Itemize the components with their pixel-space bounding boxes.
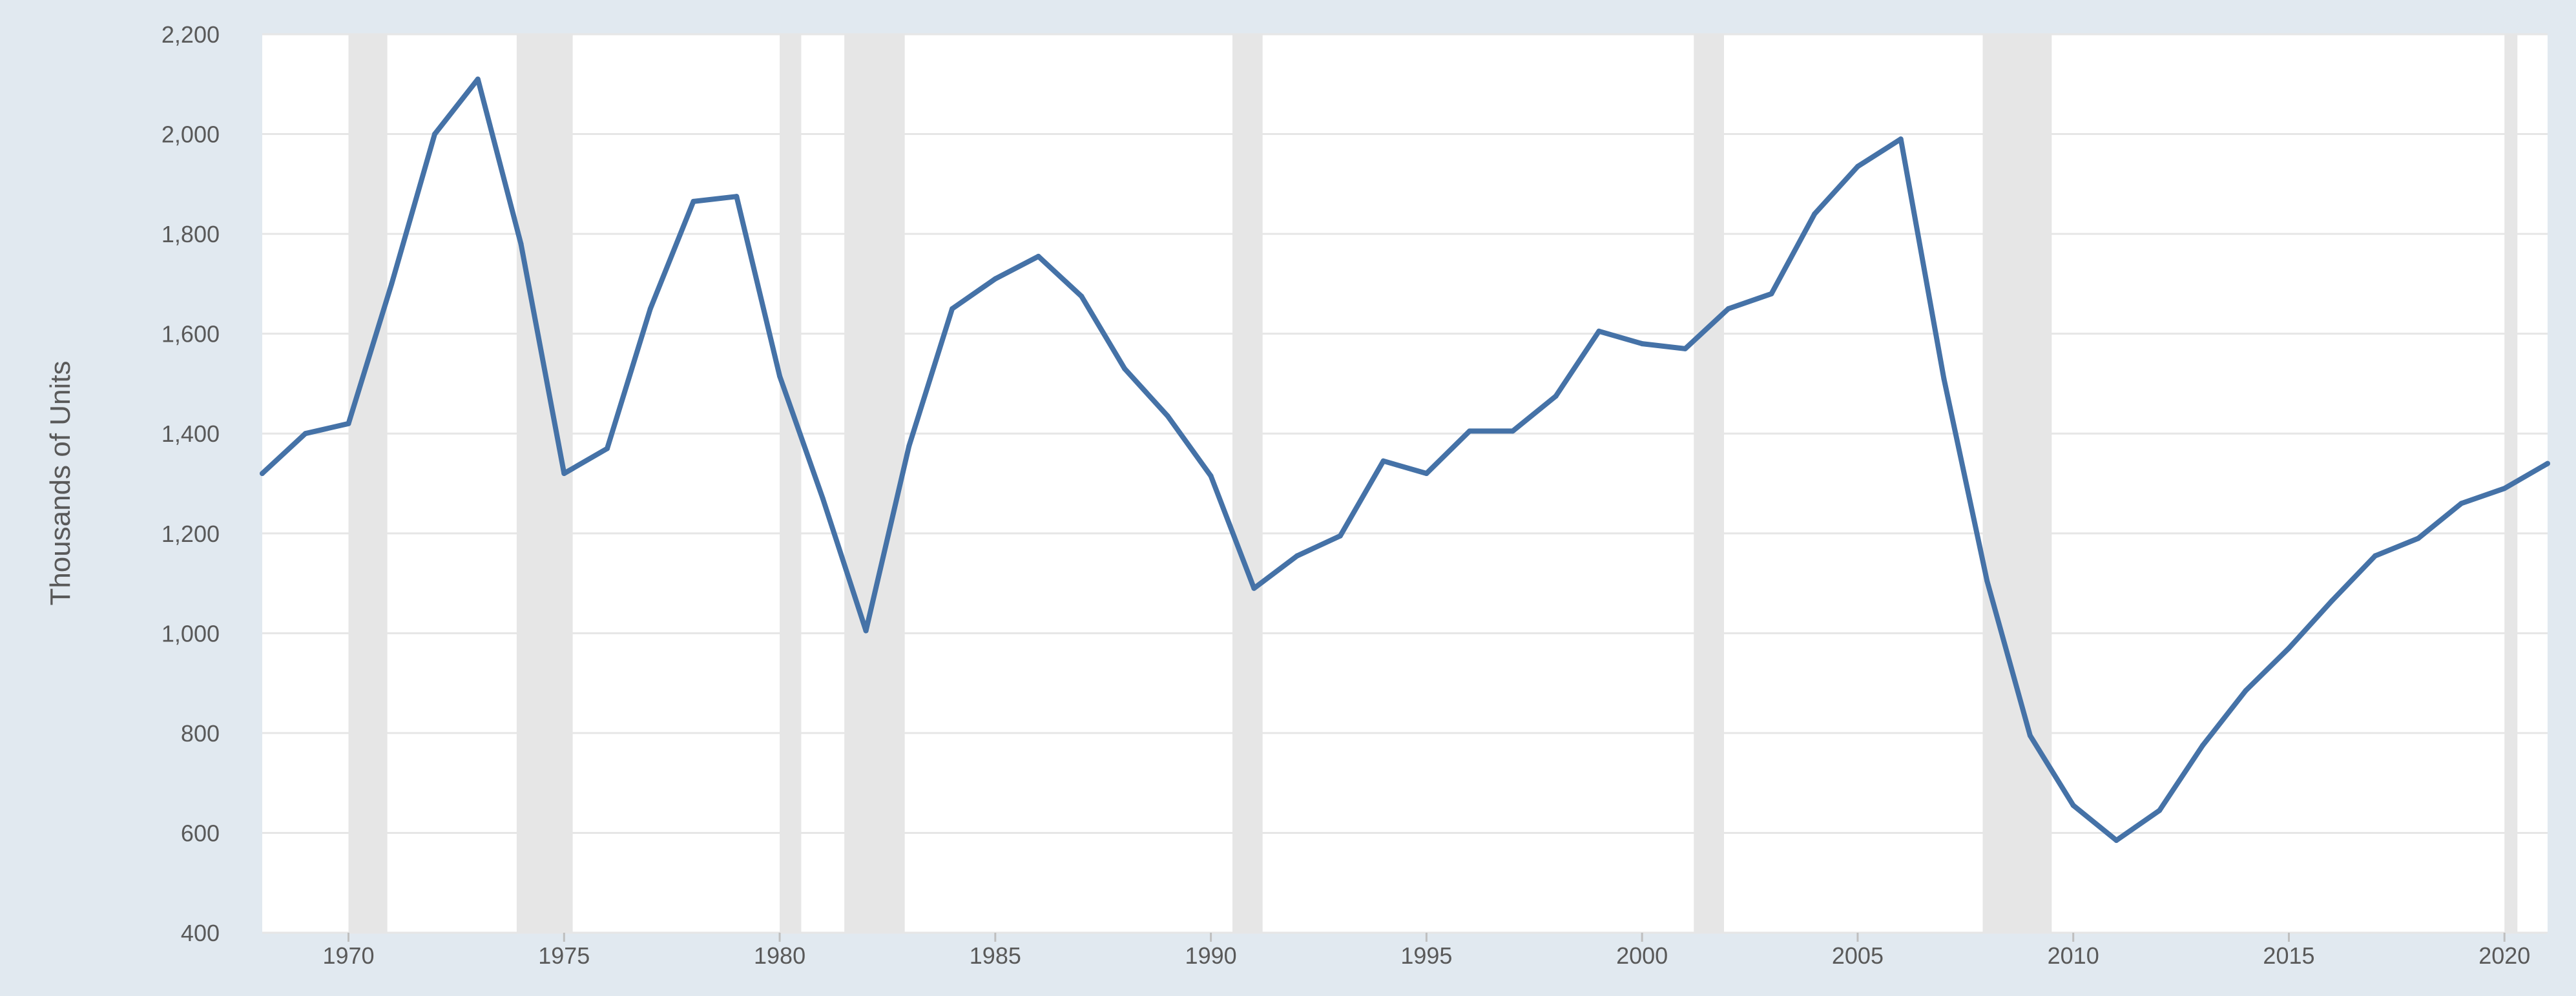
data-point bbox=[734, 194, 740, 200]
data-point bbox=[1639, 341, 1645, 347]
data-point bbox=[260, 471, 265, 477]
data-point bbox=[2157, 807, 2163, 813]
data-point bbox=[1165, 413, 1170, 419]
data-point bbox=[906, 443, 912, 449]
x-tick-label: 1980 bbox=[754, 942, 805, 969]
recession-band bbox=[1982, 34, 2052, 933]
x-tick-label: 1985 bbox=[970, 942, 1021, 969]
data-point bbox=[2243, 688, 2249, 694]
recession-bands bbox=[348, 34, 2518, 933]
data-point bbox=[346, 420, 351, 426]
y-tick-label: 2,000 bbox=[161, 121, 220, 148]
data-point bbox=[475, 76, 481, 82]
data-point bbox=[302, 431, 308, 437]
data-point bbox=[1854, 163, 1860, 169]
x-tick-label: 1975 bbox=[538, 942, 590, 969]
data-point bbox=[691, 198, 696, 204]
data-point bbox=[1294, 553, 1300, 559]
data-point bbox=[2502, 486, 2508, 492]
data-point bbox=[950, 306, 955, 312]
data-point bbox=[1682, 346, 1688, 351]
data-point bbox=[1380, 458, 1386, 464]
x-tick-label: 2005 bbox=[1832, 942, 1884, 969]
y-tick-label: 600 bbox=[181, 820, 220, 846]
data-point bbox=[1596, 328, 1602, 334]
data-point bbox=[518, 241, 524, 247]
data-point bbox=[1510, 428, 1515, 434]
data-point bbox=[2372, 553, 2378, 559]
data-point bbox=[1424, 471, 1429, 477]
y-tick-label: 1,800 bbox=[161, 221, 220, 247]
recession-band bbox=[844, 34, 905, 933]
data-point bbox=[389, 281, 395, 287]
recession-band bbox=[780, 34, 802, 933]
y-tick-label: 800 bbox=[181, 720, 220, 747]
data-point bbox=[2458, 501, 2464, 506]
data-point bbox=[1467, 428, 1473, 434]
data-point bbox=[1208, 473, 1214, 479]
data-point bbox=[2070, 802, 2076, 808]
data-point bbox=[1251, 585, 1257, 591]
data-point bbox=[1941, 376, 1947, 382]
y-axis-title: Thousands of Units bbox=[45, 360, 76, 605]
data-point bbox=[2114, 838, 2119, 844]
series-line bbox=[260, 76, 2550, 843]
recession-band bbox=[1694, 34, 1724, 933]
x-tick-label: 2015 bbox=[2263, 942, 2314, 969]
y-tick-label: 1,600 bbox=[161, 321, 220, 348]
y-tick-label: 2,200 bbox=[161, 21, 220, 48]
data-point bbox=[432, 131, 438, 137]
y-axis: 400 600 800 1,000 1,200 1,400 1,600 1,800 2,000 2… bbox=[161, 21, 220, 946]
y-tick-label: 400 bbox=[181, 920, 220, 946]
recession-band bbox=[516, 34, 573, 933]
data-point bbox=[1553, 393, 1559, 399]
data-point bbox=[2545, 461, 2550, 466]
data-point bbox=[863, 628, 869, 634]
data-point bbox=[820, 495, 826, 501]
y-tick-label: 1,400 bbox=[161, 420, 220, 447]
data-point bbox=[1122, 366, 1128, 371]
x-axis: 1970 1975 1980 1985 1990 1995 2000 2005 2010 2015… bbox=[322, 933, 2530, 969]
y-tick-label: 1,000 bbox=[161, 620, 220, 647]
series-layer bbox=[260, 76, 2550, 844]
data-point bbox=[1812, 211, 1818, 217]
data-point bbox=[647, 306, 653, 312]
x-tick-label: 2020 bbox=[2478, 942, 2530, 969]
data-point bbox=[1984, 578, 1990, 584]
x-tick-label: 1995 bbox=[1400, 942, 1452, 969]
recession-band bbox=[1232, 34, 1263, 933]
data-point bbox=[2415, 535, 2421, 541]
data-point bbox=[605, 446, 610, 451]
recession-band bbox=[348, 34, 388, 933]
x-tick-label: 2010 bbox=[2048, 942, 2099, 969]
x-tick-label: 1970 bbox=[322, 942, 374, 969]
data-point bbox=[2286, 645, 2292, 651]
y-tick-label: 1,200 bbox=[161, 521, 220, 547]
data-point bbox=[1725, 306, 1731, 312]
data-point bbox=[1769, 291, 1774, 296]
data-point bbox=[1035, 253, 1041, 259]
data-point bbox=[1079, 293, 1085, 299]
data-point bbox=[777, 373, 783, 379]
data-point bbox=[992, 276, 998, 282]
data-point bbox=[1898, 136, 1904, 142]
x-tick-label: 1990 bbox=[1185, 942, 1237, 969]
data-point bbox=[561, 471, 567, 477]
data-point bbox=[2199, 743, 2205, 749]
plot-area bbox=[262, 34, 2548, 933]
data-point bbox=[2329, 598, 2335, 604]
data-point bbox=[1337, 533, 1343, 539]
data-point bbox=[2027, 732, 2033, 738]
x-tick-label: 2000 bbox=[1616, 942, 1668, 969]
